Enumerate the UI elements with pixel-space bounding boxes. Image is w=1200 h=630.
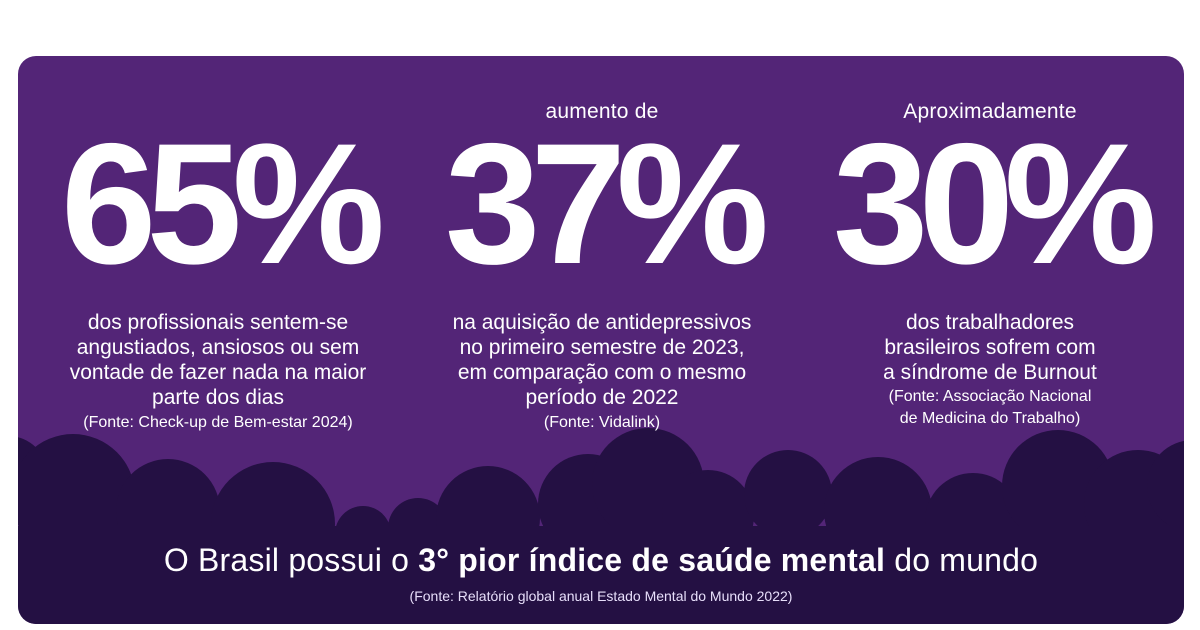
desc-line: brasileiros sofrem com [884, 336, 1096, 359]
desc-line: na aquisição de antidepressivos [452, 311, 752, 334]
desc-line: a síndrome de Burnout [883, 361, 1097, 384]
desc-line: no primeiro semestre de 2023, [459, 336, 745, 359]
headline-bold: 3° pior índice de saúde mental [418, 542, 886, 578]
headline-source: (Fonte: Relatório global anual Estado Me… [409, 588, 793, 604]
stat-source: (Fonte: Associação Nacional de Medicina … [800, 386, 1180, 430]
stat-value: 30% [832, 108, 1157, 300]
headline-before: O Brasil possui o [163, 542, 419, 578]
stat-description: dos profissionais sentem-se angustiados,… [28, 310, 408, 410]
cloud-silhouette-background [18, 428, 1184, 624]
desc-line: dos trabalhadores [905, 311, 1075, 334]
desc-line: vontade de fazer nada na maior [69, 361, 367, 384]
source-line: de Medicina do Trabalho) [899, 410, 1081, 427]
desc-line: dos profissionais sentem-se [87, 311, 349, 334]
headline-after: do mundo [885, 542, 1039, 578]
stat-prefix: aumento de [545, 100, 659, 123]
headline: O Brasil possui o 3° pior índice de saúd… [18, 542, 1184, 579]
stat-value: 37% [444, 108, 769, 300]
desc-line: angustiados, ansiosos ou sem [76, 336, 360, 359]
stat-description: dos trabalhadores brasileiros sofrem com… [800, 310, 1180, 385]
stat-prefix: Aproximadamente [903, 100, 1077, 123]
stat-value: 65% [60, 108, 385, 300]
stat-source: (Fonte: Check-up de Bem-estar 2024) [28, 412, 408, 434]
source-line: (Fonte: Vidalink) [543, 414, 661, 431]
desc-line: parte dos dias [152, 386, 284, 409]
desc-line: em comparação com o mesmo [457, 361, 747, 384]
source-line: (Fonte: Associação Nacional [888, 388, 1092, 405]
source-line: (Fonte: Check-up de Bem-estar 2024) [83, 414, 353, 431]
infographic-card: 65% dos profissionais sentem-se angustia… [18, 56, 1184, 624]
stat-source: (Fonte: Vidalink) [412, 412, 792, 434]
stat-description: na aquisição de antidepressivos no prime… [412, 310, 792, 410]
desc-line: período de 2022 [525, 386, 679, 409]
